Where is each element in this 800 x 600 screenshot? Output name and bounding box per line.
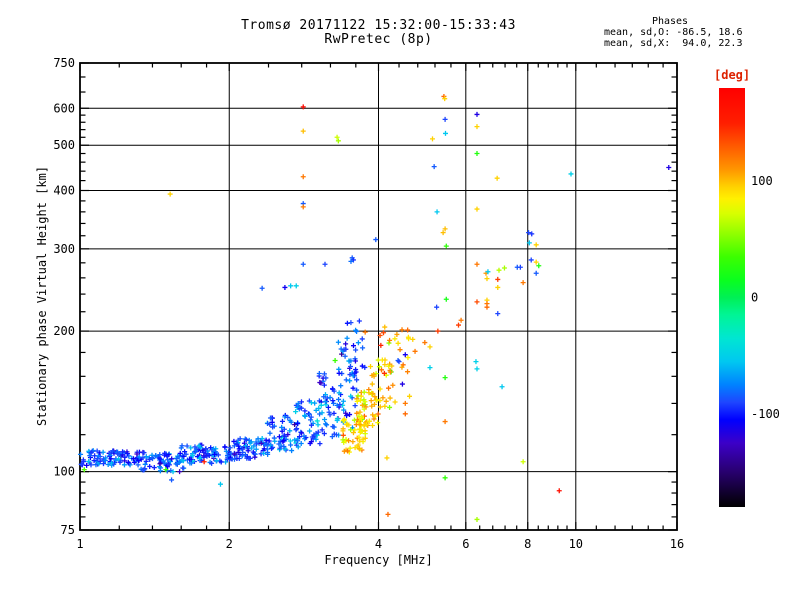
colorbar-tick-label: -100 [751,407,780,421]
x-tick-label: 6 [462,537,469,551]
chart-subtitle: RwPretec (8p) [324,32,433,47]
colorbar-unit-label: [deg] [714,68,751,82]
y-tick-label: 100 [53,465,75,479]
colorbar [719,88,745,507]
x-tick-label: 8 [524,537,531,551]
x-axis-label: Frequency [MHz] [324,553,433,567]
x-tick-label: 1 [76,537,83,551]
x-tick-label: 4 [375,537,382,551]
y-tick-label: 200 [53,324,75,338]
y-tick-label: 75 [61,523,75,537]
chart-title: Tromsø 20171122 15:32:00-15:33:43 [241,18,516,33]
y-tick-label: 600 [53,101,75,115]
y-tick-label: 400 [53,183,75,197]
x-tick-label: 16 [670,537,684,551]
phase-stats-block: Phases mean, sd,O: -86.5, 18.6 mean, sd,… [604,16,754,49]
y-tick-label: 750 [53,56,75,70]
colorbar-tick-label: 100 [751,174,773,188]
phase-stats-x-line: mean, sd,X: 94.0, 22.3 [604,38,743,49]
y-axis-label: Stationary phase Virtual Height [km] [35,165,49,427]
x-tick-label: 2 [226,537,233,551]
colorbar-tick-label: 0 [751,291,758,305]
x-tick-label: 10 [569,537,583,551]
y-tick-label: 500 [53,138,75,152]
phase-stats-o-line: mean, sd,O: -86.5, 18.6 [604,27,743,38]
y-tick-label: 300 [53,242,75,256]
phase-stats-title: Phases [651,16,689,27]
